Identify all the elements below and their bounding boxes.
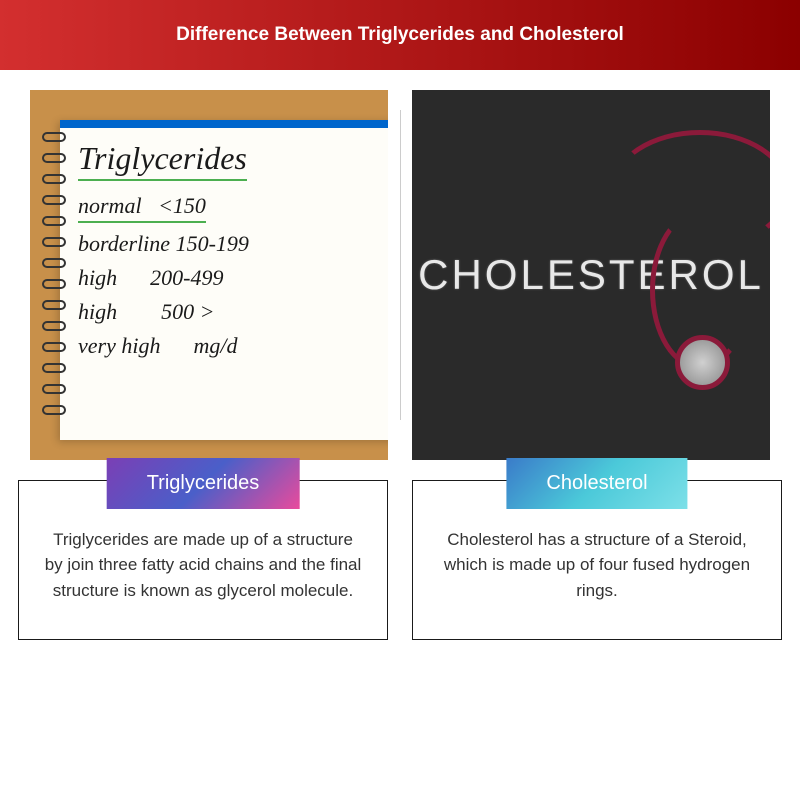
header-banner: Difference Between Triglycerides and Cho…: [0, 0, 800, 70]
cards-row: Triglycerides Triglycerides are made up …: [0, 460, 800, 640]
notepad-page: Triglycerides normal <150 borderline 150…: [60, 120, 388, 440]
notepad-spiral: [42, 132, 66, 415]
notepad-content: Triglycerides normal <150 borderline 150…: [78, 140, 249, 359]
chalkboard-illustration: CHOLESTEROL: [412, 90, 770, 460]
vertical-divider: [400, 110, 401, 420]
left-card-label: Triglycerides: [107, 458, 300, 509]
note-row-0: normal <150: [78, 193, 249, 223]
right-image-container: CHOLESTEROL: [400, 90, 782, 460]
note-row-3: high 500 >: [78, 299, 249, 325]
left-card: Triglycerides Triglycerides are made up …: [18, 480, 388, 640]
page-title: Difference Between Triglycerides and Cho…: [176, 24, 624, 46]
images-row: Triglycerides normal <150 borderline 150…: [0, 70, 800, 460]
right-card: Cholesterol Cholesterol has a structure …: [412, 480, 782, 640]
note-row-1: borderline 150-199: [78, 231, 249, 257]
stethoscope-icon: [610, 130, 770, 410]
right-card-description: Cholesterol has a structure of a Steroid…: [437, 527, 757, 604]
left-image-container: Triglycerides normal <150 borderline 150…: [18, 90, 400, 460]
note-row-2: high 200-499: [78, 265, 249, 291]
notepad-title: Triglycerides: [78, 140, 247, 181]
note-row-4: very high mg/d: [78, 333, 249, 359]
right-card-label: Cholesterol: [506, 458, 687, 509]
left-card-description: Triglycerides are made up of a structure…: [43, 527, 363, 604]
notepad-illustration: Triglycerides normal <150 borderline 150…: [30, 90, 388, 460]
